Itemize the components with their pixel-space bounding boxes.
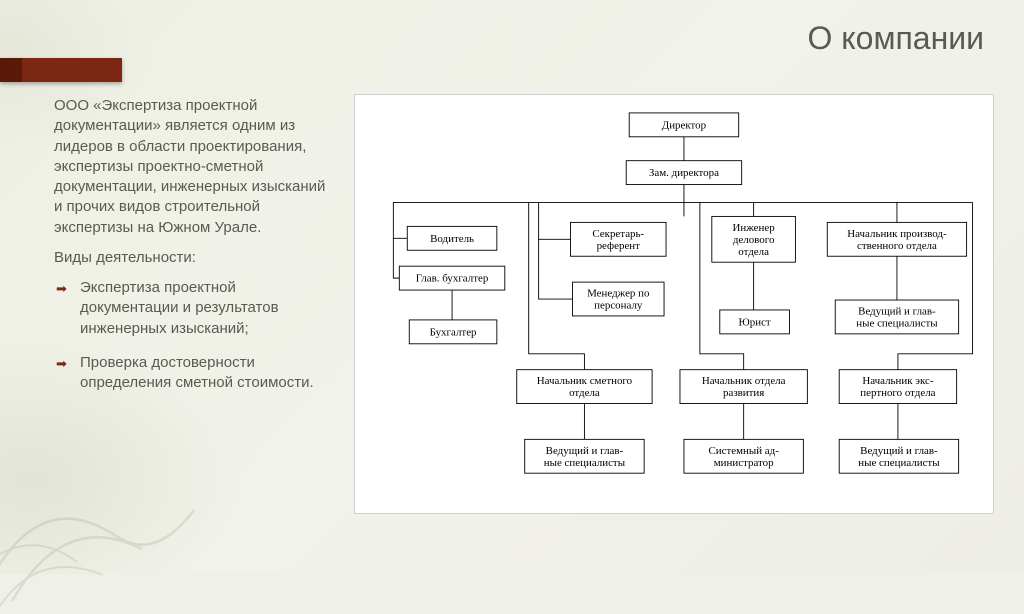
org-node-lead1: Ведущий и глав-ные специалисты bbox=[835, 300, 958, 334]
org-node-driver: Водитель bbox=[407, 226, 497, 250]
org-node-devhead: Начальник отделаразвития bbox=[680, 370, 807, 404]
activities-heading: Виды деятельности: bbox=[54, 248, 334, 268]
org-node-prodhead: Начальник производ-ственного отдела bbox=[827, 222, 966, 256]
svg-text:Зам. директора: Зам. директора bbox=[649, 167, 719, 179]
svg-text:ные специалисты: ные специалисты bbox=[856, 317, 938, 329]
svg-text:Начальник производ-: Начальник производ- bbox=[847, 228, 947, 240]
org-node-lawyer: Юрист bbox=[720, 310, 790, 334]
org-node-sysadmin: Системный ад-министратор bbox=[684, 439, 803, 473]
org-edge bbox=[539, 202, 571, 239]
svg-text:Глав. бухгалтер: Глав. бухгалтер bbox=[416, 273, 489, 285]
org-node-esthead: Начальник сметногоотдела bbox=[517, 370, 652, 404]
svg-text:ственного отдела: ственного отдела bbox=[857, 240, 937, 252]
svg-text:Начальник сметного: Начальник сметного bbox=[537, 375, 633, 387]
org-node-secretary: Секретарь-референт bbox=[570, 222, 666, 256]
svg-text:Менеджер по: Менеджер по bbox=[587, 288, 650, 300]
org-chart: Директор Зам. директора Водитель Глав. бухг… bbox=[354, 94, 994, 514]
svg-text:Секретарь-: Секретарь- bbox=[592, 228, 644, 240]
org-node-lead2: Ведущий и глав-ные специалисты bbox=[525, 439, 644, 473]
svg-text:ные специалисты: ные специалисты bbox=[858, 457, 940, 469]
org-chart-svg: Директор Зам. директора Водитель Глав. бухг… bbox=[355, 95, 993, 513]
svg-text:развития: развития bbox=[723, 387, 764, 399]
svg-text:пертного отдела: пертного отдела bbox=[860, 387, 935, 399]
org-node-chiefacc: Глав. бухгалтер bbox=[399, 266, 504, 290]
svg-text:Системный ад-: Системный ад- bbox=[708, 445, 779, 457]
svg-text:Директор: Директор bbox=[662, 119, 707, 131]
activity-item: Проверка достоверности определения сметн… bbox=[54, 353, 334, 394]
org-node-director: Директор bbox=[629, 113, 738, 137]
svg-text:персоналу: персоналу bbox=[594, 300, 643, 312]
svg-text:Ведущий и глав-: Ведущий и глав- bbox=[860, 445, 938, 457]
svg-text:референт: референт bbox=[597, 240, 641, 252]
text-block: ООО «Экспертиза проектной документации» … bbox=[54, 96, 334, 407]
svg-text:ные специалисты: ные специалисты bbox=[544, 457, 626, 469]
org-node-hrmanager: Менеджер поперсоналу bbox=[572, 282, 664, 316]
svg-text:делового: делового bbox=[733, 234, 775, 246]
org-node-acc: Бухгалтер bbox=[409, 320, 497, 344]
svg-text:министратор: министратор bbox=[714, 457, 774, 469]
svg-text:отдела: отдела bbox=[738, 246, 769, 258]
org-node-experthead: Начальник экс-пертного отдела bbox=[839, 370, 956, 404]
svg-text:Ведущий и глав-: Ведущий и глав- bbox=[858, 305, 936, 317]
org-node-bizeng: Инженерделовогоотдела bbox=[712, 216, 796, 262]
svg-text:Инженер: Инженер bbox=[733, 222, 776, 234]
svg-text:Водитель: Водитель bbox=[430, 233, 474, 245]
activity-item: Экспертиза проектной документации и резу… bbox=[54, 278, 334, 339]
activities-list: Экспертиза проектной документации и резу… bbox=[54, 278, 334, 393]
page-title: О компании bbox=[808, 20, 984, 57]
svg-text:Ведущий и глав-: Ведущий и глав- bbox=[546, 445, 624, 457]
svg-text:Юрист: Юрист bbox=[739, 316, 771, 328]
svg-text:отдела: отдела bbox=[569, 387, 600, 399]
org-node-lead3: Ведущий и глав-ные специалисты bbox=[839, 439, 958, 473]
svg-text:Начальник экс-: Начальник экс- bbox=[862, 375, 934, 387]
org-edge bbox=[393, 238, 399, 278]
org-node-deputy: Зам. директора bbox=[626, 161, 741, 185]
svg-text:Начальник отдела: Начальник отдела bbox=[702, 375, 786, 387]
svg-text:Бухгалтер: Бухгалтер bbox=[430, 326, 477, 338]
company-description: ООО «Экспертиза проектной документации» … bbox=[54, 96, 334, 238]
accent-bar bbox=[0, 58, 122, 82]
org-edge bbox=[539, 239, 573, 299]
